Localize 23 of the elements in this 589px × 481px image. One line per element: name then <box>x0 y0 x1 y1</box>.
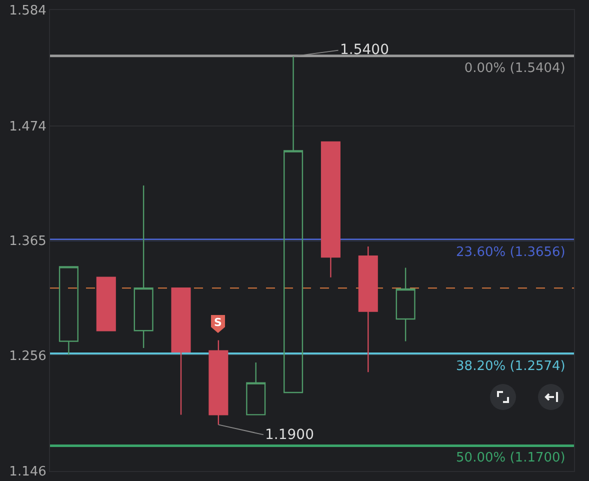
candlestick <box>96 276 116 332</box>
y-tick-label: 1.256 <box>9 348 46 364</box>
candlestick <box>58 266 78 356</box>
candlestick <box>171 287 191 416</box>
candlestick <box>320 141 340 278</box>
annotation: 1.1900 <box>265 427 314 443</box>
candlestick <box>396 267 416 342</box>
y-tick-label: 1.474 <box>9 119 46 134</box>
y-tick-label: 1.584 <box>9 4 46 19</box>
y-tick-label: 1.365 <box>9 234 46 250</box>
sell-marker-icon: S <box>210 314 226 334</box>
ref-line-label: 0.00% (1.5404) <box>464 60 566 76</box>
ref-line-label: 38.20% (1.2574) <box>456 358 566 374</box>
candlestick <box>284 56 304 394</box>
annotation: S <box>214 316 222 330</box>
ref-line-label: 23.60% (1.3656) <box>456 244 566 260</box>
candlestick <box>246 362 266 416</box>
annotation: 1.5400 <box>340 42 389 58</box>
candlestick <box>358 246 378 373</box>
ref-line-label: 50.00% (1.1700) <box>456 450 566 466</box>
y-tick-label: 1.146 <box>9 464 46 480</box>
candlestick <box>208 340 228 426</box>
candlestick <box>134 184 154 349</box>
